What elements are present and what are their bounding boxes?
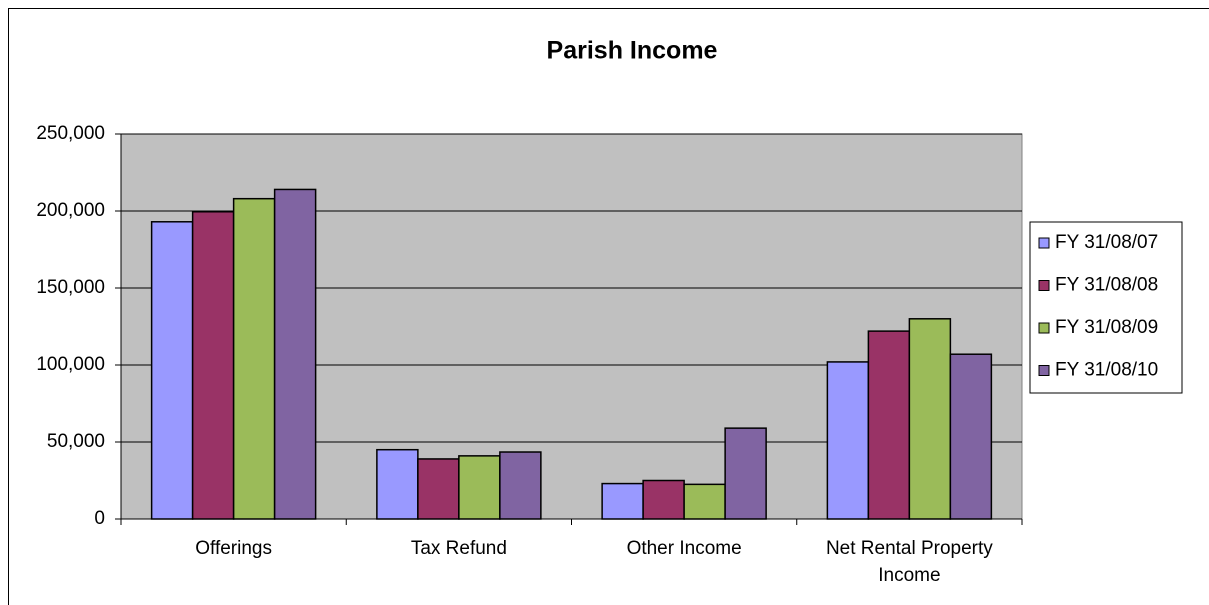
- legend-label: FY 31/08/07: [1055, 232, 1158, 253]
- bar: [908, 318, 952, 520]
- y-tick-label: 0: [94, 508, 105, 529]
- y-tick-label: 200,000: [36, 200, 105, 221]
- bar: [826, 361, 870, 520]
- bar: [232, 197, 276, 520]
- bar: [417, 458, 460, 520]
- chart-title: Parish Income: [547, 37, 718, 65]
- bar: [949, 353, 993, 520]
- bar: [867, 330, 911, 520]
- x-tick-label: Net Rental Property Income: [826, 538, 993, 586]
- bar: [601, 482, 644, 520]
- legend-swatch: [1038, 237, 1050, 249]
- y-tick-label: 100,000: [36, 354, 105, 375]
- legend-label: FY 31/08/08: [1055, 275, 1158, 296]
- bar: [724, 427, 767, 520]
- y-tick-label: 250,000: [36, 123, 105, 144]
- bar: [458, 455, 501, 520]
- legend-box: [1029, 221, 1183, 394]
- legend-swatch: [1038, 365, 1050, 376]
- bar: [191, 211, 235, 520]
- legend-label: FY 31/08/10: [1055, 360, 1158, 381]
- legend-swatch: [1038, 322, 1050, 334]
- bar: [376, 448, 419, 520]
- x-tick-label: Other Income: [627, 538, 742, 559]
- bar: [273, 188, 317, 520]
- bar: [683, 483, 726, 520]
- y-tick-label: 50,000: [47, 431, 105, 452]
- y-tick-label: 150,000: [36, 277, 105, 298]
- legend-label: FY 31/08/09: [1055, 317, 1158, 338]
- bar: [150, 221, 194, 520]
- x-tick-label: Tax Refund: [411, 538, 507, 559]
- bar: [642, 479, 685, 520]
- bar: [499, 451, 542, 520]
- x-tick-label: Offerings: [195, 538, 272, 559]
- legend-swatch: [1038, 280, 1050, 291]
